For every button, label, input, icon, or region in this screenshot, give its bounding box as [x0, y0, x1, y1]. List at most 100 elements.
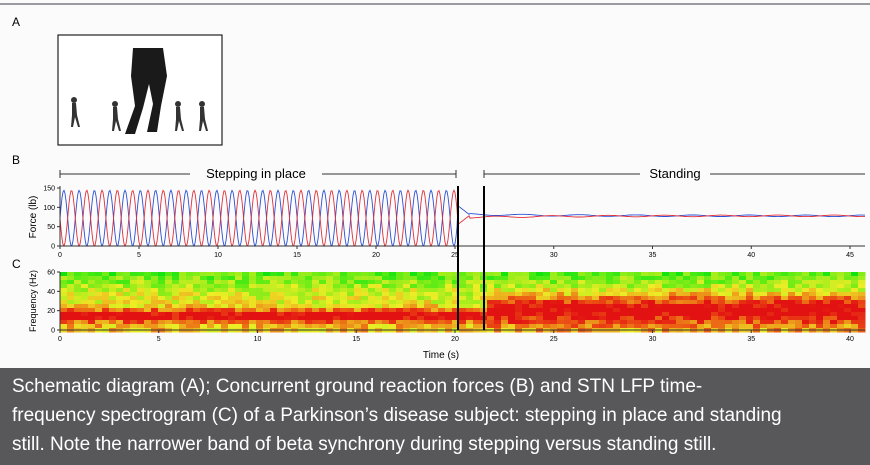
spectrogram-cell — [179, 300, 187, 305]
spectrogram-cell — [606, 316, 614, 321]
spectrogram-cell — [466, 308, 474, 313]
spectrogram-cell — [221, 280, 229, 285]
spectrogram-cell — [578, 292, 586, 297]
spectrogram-cell — [522, 320, 530, 325]
spectrogram-cell — [88, 324, 96, 329]
spectrogram-cell — [620, 324, 628, 329]
spectrogram-cell — [284, 276, 292, 281]
spectrogram-cell — [207, 284, 215, 289]
spectrogram-cell — [81, 324, 89, 329]
spectrogram-cell — [494, 296, 502, 301]
spectrogram-cell — [88, 316, 96, 321]
spectrogram-cell — [270, 288, 278, 293]
spectrogram-cell — [228, 316, 236, 321]
spectrogram-cell — [81, 308, 89, 313]
spectrogram-cell — [536, 272, 544, 277]
spectrogram-cell — [221, 316, 229, 321]
spectrogram-cell — [606, 288, 614, 293]
spectrogram-cell — [459, 312, 467, 317]
spectrogram-cell — [795, 316, 803, 321]
y-tick-label: 0 — [51, 244, 55, 251]
spectrogram-cell — [291, 272, 299, 277]
spectrogram-cell — [242, 320, 250, 325]
spectrogram-cell — [228, 308, 236, 313]
spectrogram-cell — [116, 304, 124, 309]
spectrogram-cell — [123, 320, 131, 325]
spectrogram-cell — [732, 300, 740, 305]
spectrogram-cell — [102, 292, 110, 297]
spectrogram-cell — [102, 312, 110, 317]
spectrogram-cell — [144, 304, 152, 309]
spectrogram-cell — [669, 292, 677, 297]
spectrogram-cell — [116, 308, 124, 313]
spectrogram-cell — [802, 312, 810, 317]
spectrogram-cell — [543, 300, 551, 305]
spectrogram-cell — [186, 312, 194, 317]
spectrogram-cell — [326, 320, 334, 325]
spectrogram-cell — [830, 324, 838, 329]
spectrogram-cell — [508, 284, 516, 289]
x-tick-label: 30 — [649, 336, 657, 343]
spectrogram-cell — [585, 284, 593, 289]
spectrogram-cell — [543, 304, 551, 309]
spectrogram-cell — [396, 312, 404, 317]
spectrogram-cell — [200, 288, 208, 293]
spectrogram-cell — [851, 308, 859, 313]
spectrogram-cell — [319, 288, 327, 293]
spectrogram-cell — [823, 296, 831, 301]
spectrogram-cell — [578, 304, 586, 309]
spectrogram-cell — [690, 300, 698, 305]
spectrogram-cell — [158, 324, 166, 329]
spectrogram-cell — [277, 320, 285, 325]
spectrogram-cell — [249, 312, 257, 317]
spectrogram-cell — [95, 284, 103, 289]
spectrogram-cell — [501, 308, 509, 313]
spectrogram-cell — [312, 320, 320, 325]
spectrogram-cell — [207, 280, 215, 285]
spectrogram-cell — [186, 308, 194, 313]
spectrogram-cell — [137, 296, 145, 301]
spectrogram-cell — [683, 300, 691, 305]
spectrogram-cell — [718, 292, 726, 297]
spectrogram-cell — [599, 288, 607, 293]
spectrogram-cell — [130, 312, 138, 317]
spectrogram-cell — [431, 316, 439, 321]
spectrogram-cell — [718, 280, 726, 285]
spectrogram-cell — [326, 296, 334, 301]
spectrogram-cell — [697, 320, 705, 325]
spectrogram-cell — [354, 300, 362, 305]
spectrogram-cell — [851, 280, 859, 285]
spectrogram-cell — [683, 272, 691, 277]
spectrogram-cell — [508, 324, 516, 329]
spectrogram-cell — [550, 320, 558, 325]
spectrogram-cell — [179, 296, 187, 301]
spectrogram-cell — [599, 296, 607, 301]
spectrogram-cell — [830, 304, 838, 309]
spectrogram-cell — [424, 284, 432, 289]
spectrogram-cell — [592, 308, 600, 313]
spectrogram-cell — [291, 320, 299, 325]
spectrogram-cell — [123, 272, 131, 277]
spectrogram-cell — [592, 292, 600, 297]
y-axis-label: Frequency (Hz) — [28, 270, 38, 332]
spectrogram-cell — [200, 312, 208, 317]
spectrogram-cell — [704, 280, 712, 285]
spectrogram-cell — [319, 312, 327, 317]
spectrogram-cell — [711, 304, 719, 309]
caption-line: still. Note the narrower band of beta sy… — [12, 434, 717, 455]
spectrogram-cell — [116, 284, 124, 289]
spectrogram-cell — [144, 288, 152, 293]
spectrogram-cell — [452, 304, 460, 309]
spectrogram-cell — [571, 304, 579, 309]
spectrogram-cell — [641, 300, 649, 305]
spectrogram-cell — [277, 300, 285, 305]
spectrogram-cell — [375, 316, 383, 321]
spectrogram-cell — [522, 308, 530, 313]
spectrogram-cell — [781, 292, 789, 297]
spectrogram-cell — [585, 296, 593, 301]
spectrogram-cell — [459, 288, 467, 293]
spectrogram-cell — [130, 296, 138, 301]
spectrogram-cell — [340, 324, 348, 329]
spectrogram-cell — [459, 324, 467, 329]
spectrogram-cell — [263, 304, 271, 309]
